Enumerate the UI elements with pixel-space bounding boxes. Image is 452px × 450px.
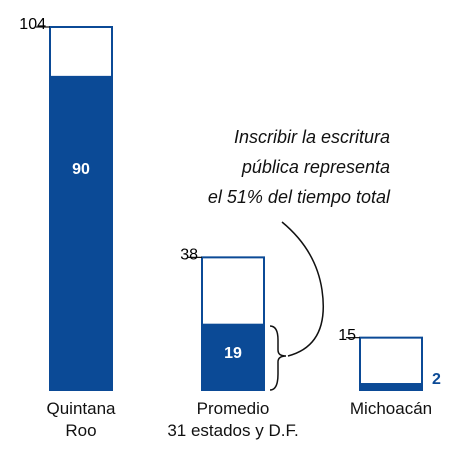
category-label: Michoacán — [349, 399, 433, 418]
connector — [281, 221, 324, 357]
category-label: Quintana Roo — [46, 399, 116, 440]
bar — [50, 75, 112, 390]
brace — [269, 325, 287, 391]
bar-total — [359, 336, 423, 391]
category-label: Promedio 31 estados y D.F. — [167, 399, 299, 440]
total-label: 38 — [180, 247, 198, 264]
total-label: 104 — [19, 16, 46, 33]
value-label: 2 — [432, 371, 441, 388]
annotation: Inscribir la escritura pública represent… — [207, 127, 390, 207]
value-label: 90 — [72, 161, 90, 178]
value-label: 19 — [224, 345, 242, 362]
bar — [202, 323, 264, 390]
total-label: 15 — [338, 327, 356, 344]
bar — [360, 383, 422, 390]
